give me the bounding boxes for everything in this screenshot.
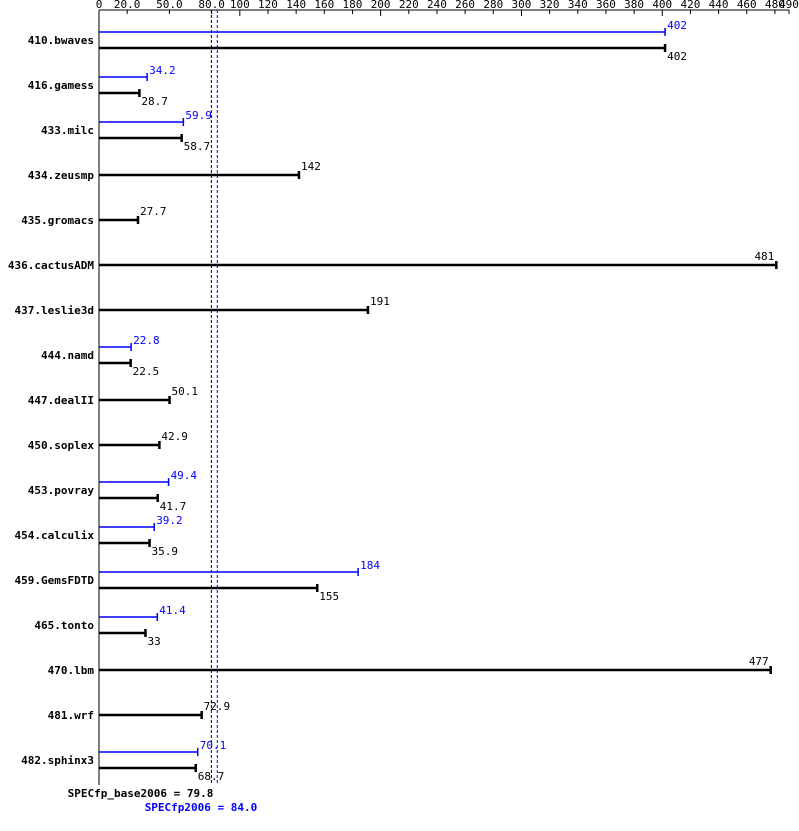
axis-tick-label: 160 xyxy=(314,0,334,11)
axis-tick-label: 0 xyxy=(96,0,103,11)
bar-black-value: 402 xyxy=(667,50,687,63)
axis-tick-label: 340 xyxy=(568,0,588,11)
bar-black-value: 41.7 xyxy=(160,500,187,513)
axis-tick-label: 320 xyxy=(540,0,560,11)
axis-tick-label: 400 xyxy=(652,0,672,11)
benchmark-label: 435.gromacs xyxy=(21,214,94,227)
axis-tick-label: 280 xyxy=(483,0,503,11)
benchmark-label: 410.bwaves xyxy=(28,34,94,47)
bar-black-value: 191 xyxy=(370,295,390,308)
bar-blue-value: 22.8 xyxy=(133,334,160,347)
benchmark-label: 459.GemsFDTD xyxy=(15,574,95,587)
benchmark-label: 454.calculix xyxy=(15,529,95,542)
bar-black-value: 58.7 xyxy=(184,140,211,153)
bar-blue-value: 184 xyxy=(360,559,380,572)
axis-tick-label: 490 xyxy=(779,0,799,11)
axis-tick-label: 300 xyxy=(512,0,532,11)
axis-tick-label: 180 xyxy=(343,0,363,11)
axis-tick-label: 420 xyxy=(680,0,700,11)
axis-tick-label: 100 xyxy=(230,0,250,11)
bar-black-value: 72.9 xyxy=(204,700,231,713)
bar-black-value: 481 xyxy=(754,250,774,263)
axis-tick-label: 220 xyxy=(399,0,419,11)
benchmark-label: 481.wrf xyxy=(48,709,94,722)
spec-chart: 0 20.0 50.0 80.0 100 120 140 160 180 200 220 240 260… xyxy=(0,0,799,831)
bar-black-value: 155 xyxy=(319,590,339,603)
bar-black-value: 22.5 xyxy=(133,365,160,378)
bar-blue-value: 49.4 xyxy=(171,469,198,482)
axis-tick-label: 200 xyxy=(371,0,391,11)
bar-blue-value: 39.2 xyxy=(156,514,183,527)
bar-black-value: 33 xyxy=(147,635,160,648)
axis-tick-label: 260 xyxy=(455,0,475,11)
bar-blue-value: 70.1 xyxy=(200,739,227,752)
benchmark-label: 447.dealII xyxy=(28,394,94,407)
axis-tick-label: 20.0 xyxy=(114,0,141,11)
benchmark-label: 482.sphinx3 xyxy=(21,754,94,767)
bar-black-value: 42.9 xyxy=(161,430,188,443)
benchmark-label: 453.povray xyxy=(28,484,95,497)
axis-tick-label: 50.0 xyxy=(156,0,183,11)
bar-blue-value: 59.9 xyxy=(185,109,212,122)
benchmark-label: 450.soplex xyxy=(28,439,95,452)
bar-black-value: 35.9 xyxy=(152,545,179,558)
axis-tick-label: 240 xyxy=(427,0,447,11)
axis-tick-label: 380 xyxy=(624,0,644,11)
bar-black-value: 28.7 xyxy=(141,95,168,108)
benchmark-label: 465.tonto xyxy=(34,619,94,632)
benchmark-label: 470.lbm xyxy=(48,664,95,677)
benchmark-label: 433.milc xyxy=(41,124,94,137)
axis-tick-label: 460 xyxy=(737,0,757,11)
benchmark-label: 416.gamess xyxy=(28,79,94,92)
bar-blue-value: 34.2 xyxy=(149,64,176,77)
axis-tick-label: 120 xyxy=(258,0,278,11)
benchmark-label: 444.namd xyxy=(41,349,94,362)
bar-blue-value: 402 xyxy=(667,19,687,32)
summary-blue: SPECfp2006 = 84.0 xyxy=(145,801,258,814)
bar-black-value: 27.7 xyxy=(140,205,167,218)
bar-black-value: 142 xyxy=(301,160,321,173)
benchmark-label: 436.cactusADM xyxy=(8,259,94,272)
axis-tick-label: 80.0 xyxy=(198,0,225,11)
axis-tick-label: 140 xyxy=(286,0,306,11)
bar-black-value: 50.1 xyxy=(172,385,199,398)
axis-tick-label: 360 xyxy=(596,0,616,11)
summary-black: SPECfp_base2006 = 79.8 xyxy=(68,787,214,800)
bar-black-value: 477 xyxy=(749,655,769,668)
bar-black-value: 68.7 xyxy=(198,770,225,783)
axis-tick-label: 440 xyxy=(709,0,729,11)
benchmark-label: 437.leslie3d xyxy=(15,304,94,317)
benchmark-label: 434.zeusmp xyxy=(28,169,95,182)
bar-blue-value: 41.4 xyxy=(159,604,186,617)
